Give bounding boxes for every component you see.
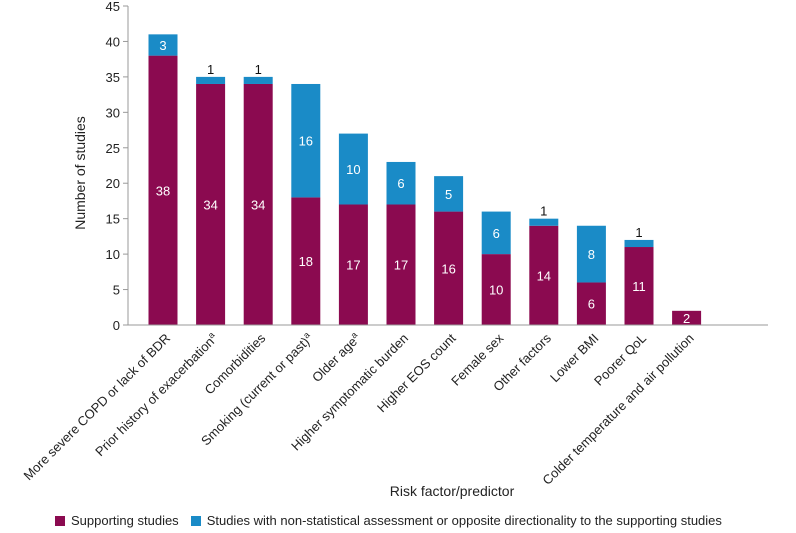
data-label-supporting: 17 [394, 258, 408, 273]
bar-supporting [434, 211, 464, 325]
data-label-supporting: 17 [346, 258, 360, 273]
y-axis-title: Number of studies [72, 116, 88, 230]
bar-non-statistical [624, 239, 654, 248]
data-label-non-statistical: 10 [346, 162, 360, 177]
bar-non-statistical [243, 76, 273, 84]
data-label-non-statistical: 1 [255, 62, 262, 77]
bar-supporting [386, 204, 416, 325]
data-label-supporting: 10 [489, 283, 503, 298]
bar-supporting [672, 310, 702, 325]
x-axis-title: Risk factor/predictor [390, 483, 515, 499]
bar-non-statistical [291, 83, 321, 198]
bar-supporting [529, 225, 559, 325]
y-tick-label: 45 [106, 0, 120, 14]
data-label-non-statistical: 1 [540, 204, 547, 219]
data-label-supporting: 6 [588, 297, 595, 312]
bar-supporting [291, 197, 321, 325]
y-tick-label: 0 [113, 318, 120, 333]
bar-non-statistical [338, 133, 368, 205]
legend: Supporting studies Studies with non-stat… [55, 513, 734, 528]
bar-supporting [243, 83, 273, 325]
y-tick-label: 10 [106, 247, 120, 262]
legend-swatch-non-statistical [190, 515, 201, 526]
data-label-non-statistical: 3 [159, 38, 166, 53]
data-label-supporting: 34 [251, 197, 265, 212]
y-tick-label: 15 [106, 212, 120, 227]
bar-non-statistical [434, 176, 464, 212]
data-label-supporting: 2 [683, 311, 690, 326]
y-tick-label: 30 [106, 105, 120, 120]
bar-supporting [576, 282, 606, 325]
data-label-non-statistical: 16 [299, 134, 313, 149]
data-label-non-statistical: 1 [635, 225, 642, 240]
bar-non-statistical [148, 34, 178, 56]
data-label-non-statistical: 5 [445, 187, 452, 202]
data-label-supporting: 18 [299, 254, 313, 269]
data-label-supporting: 11 [632, 279, 646, 294]
bar-supporting [481, 254, 511, 325]
bar-non-statistical [196, 76, 226, 84]
bar-non-statistical [386, 161, 416, 205]
bar-non-statistical [529, 218, 559, 226]
data-label-non-statistical: 1 [207, 62, 214, 77]
legend-item-supporting: Supporting studies [55, 513, 179, 528]
data-label-non-statistical: 8 [588, 247, 595, 262]
y-tick-label: 35 [106, 70, 120, 85]
bar-supporting [338, 204, 368, 325]
legend-item-non-statistical: Studies with non-statistical assessment … [190, 513, 722, 528]
data-label-non-statistical: 6 [397, 176, 404, 191]
legend-label-supporting: Supporting studies [71, 513, 179, 528]
data-label-supporting: 34 [203, 197, 217, 212]
data-label-supporting: 16 [441, 261, 455, 276]
y-tick-label: 20 [106, 176, 120, 191]
data-label-supporting: 14 [537, 268, 551, 283]
bar-supporting [196, 83, 226, 325]
legend-swatch-supporting [55, 515, 65, 526]
y-tick-label: 25 [106, 141, 120, 156]
data-label-non-statistical: 6 [493, 226, 500, 241]
bar-non-statistical [481, 211, 511, 255]
legend-label-non-statistical: Studies with non-statistical assessment … [206, 513, 722, 528]
data-label-supporting: 38 [156, 183, 170, 198]
bar-supporting [624, 247, 654, 325]
bars [148, 34, 702, 325]
bar-supporting [148, 55, 178, 325]
y-axis: 0 5 10 15 20 25 30 35 40 45 [106, 0, 129, 333]
bar-non-statistical [576, 225, 606, 283]
y-tick-label: 5 [113, 283, 120, 298]
y-tick-label: 40 [106, 34, 120, 49]
